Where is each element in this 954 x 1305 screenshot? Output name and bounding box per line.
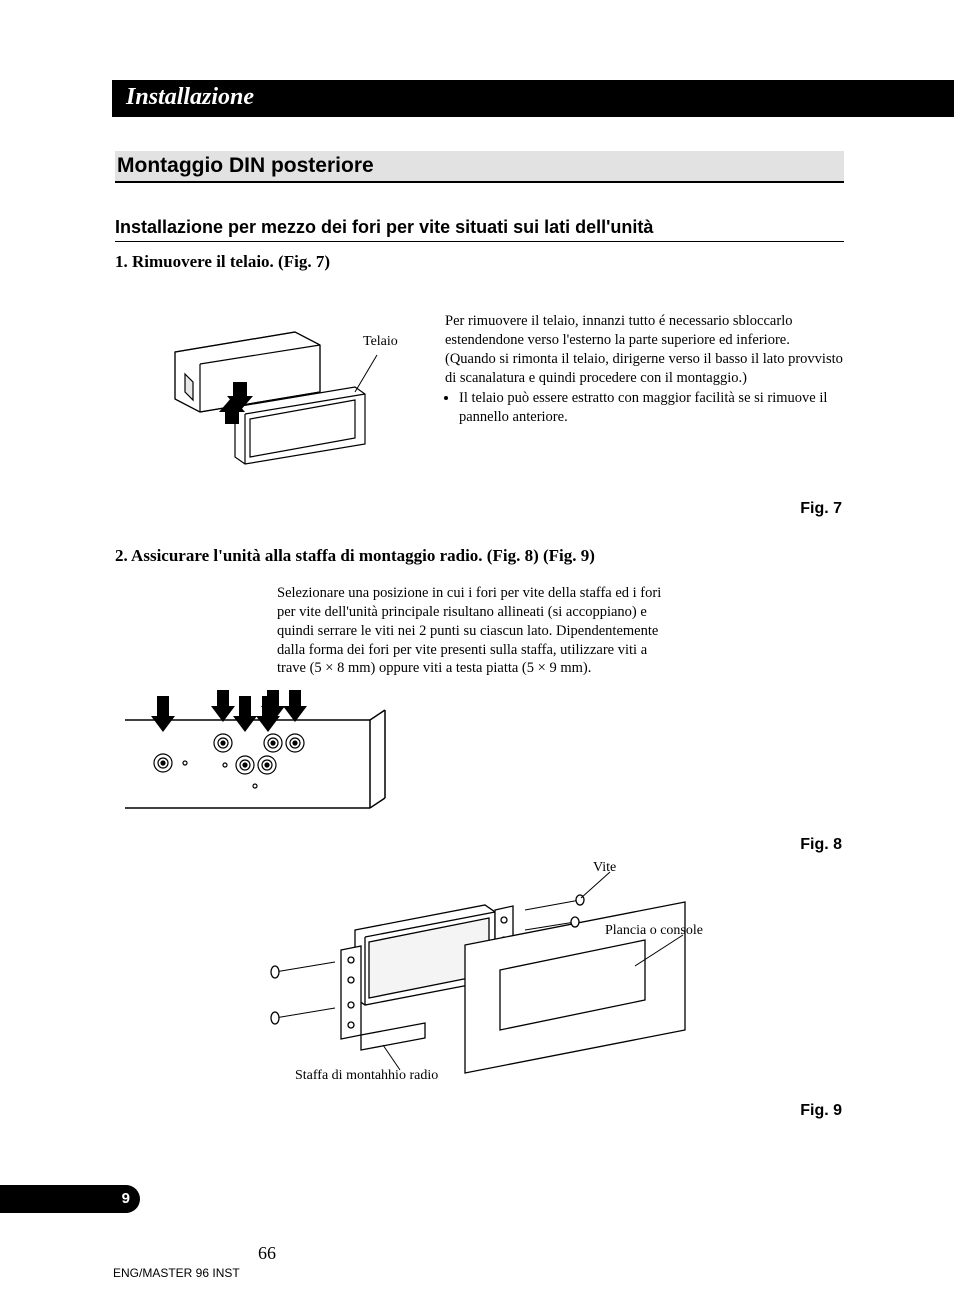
- step-1-heading: 1. Rimuovere il telaio. (Fig. 7): [115, 252, 844, 272]
- callout-bracket: Staffa di montahhio radio: [295, 1068, 438, 1084]
- step-2-description: Selezionare una posizione in cui i fori …: [277, 584, 677, 678]
- page-side-tab: 9: [0, 1185, 140, 1213]
- page-number: 66: [258, 1243, 276, 1264]
- step-2-heading: 2. Assicurare l'unità alla staffa di mon…: [115, 546, 844, 566]
- section-heading: Montaggio DIN posteriore: [115, 151, 844, 183]
- callout-vite: Vite: [593, 860, 616, 876]
- figure-8-label: Fig. 8: [115, 836, 844, 854]
- callout-telaio: Telaio: [363, 334, 398, 350]
- callout-console: Plancia o console: [605, 923, 703, 939]
- figure-7-label: Fig. 7: [115, 500, 844, 518]
- step-1-bullet: Il telaio può essere estratto con maggio…: [459, 389, 844, 427]
- figure-7-diagram: Telaio: [115, 312, 425, 482]
- chapter-title-bar: Installazione: [112, 80, 954, 117]
- subsection-heading: Installazione per mezzo dei fori per vit…: [115, 217, 844, 242]
- figure-9-label: Fig. 9: [115, 1102, 844, 1120]
- figure-9-diagram: Vite Plancia o console Staffa di montahh…: [115, 860, 844, 1090]
- figure-8-diagram: [115, 688, 844, 818]
- step-1-paragraph: Per rimuovere il telaio, innanzi tutto é…: [445, 312, 844, 387]
- footer-code: ENG/MASTER 96 INST: [113, 1266, 240, 1280]
